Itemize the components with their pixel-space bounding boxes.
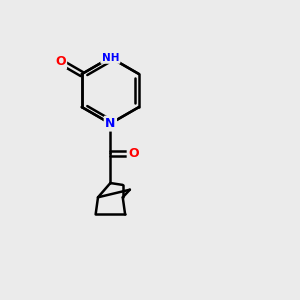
Text: O: O <box>128 147 139 160</box>
Text: N: N <box>105 117 116 130</box>
Text: NH: NH <box>102 52 119 62</box>
Text: O: O <box>55 55 66 68</box>
